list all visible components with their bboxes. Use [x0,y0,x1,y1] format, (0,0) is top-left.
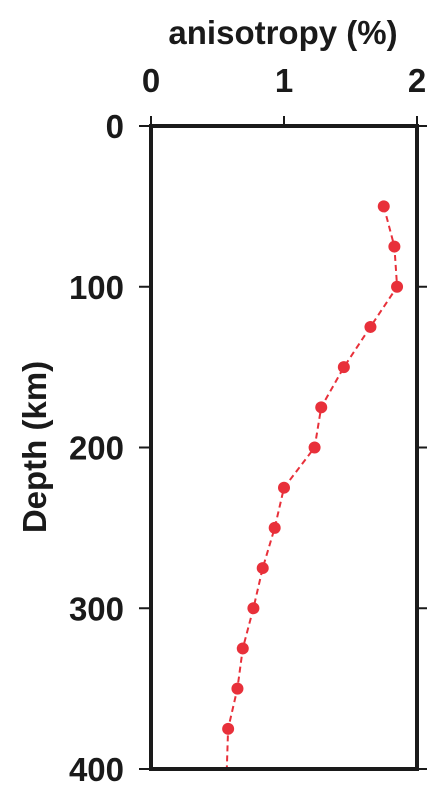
data-point-10 [247,602,260,615]
y-tick-labels: 0 100 200 300 400 [69,108,124,787]
plot-frame [149,124,419,771]
data-point-9 [256,562,269,575]
data-point-5 [315,401,328,414]
data-point-2 [391,280,404,293]
x-tick-labels: 0 1 2 [142,62,426,99]
data-point-12 [231,682,244,695]
tick-marks [139,116,427,770]
x-tick-label-0: 0 [142,62,160,99]
x-tick-label-2: 2 [408,62,426,99]
y-tick-label-3: 300 [69,590,124,627]
data-point-4 [337,361,350,374]
y-tick-label-2: 200 [69,430,124,467]
data-point-11 [236,642,249,655]
y-tick-label-0: 0 [106,108,124,145]
data-point-0 [377,200,390,213]
data-point-3 [364,320,377,333]
data-point-1 [388,240,401,253]
data-series [222,200,404,770]
y-axis-title: Depth (km) [16,361,53,533]
data-point-6 [308,441,321,454]
data-point-7 [278,481,290,494]
series-line-0 [225,206,399,770]
x-axis-title: anisotropy (%) [168,14,397,51]
data-point-8 [268,521,281,534]
y-tick-label-4: 400 [69,751,124,787]
x-tick-label-1: 1 [275,62,293,99]
data-point-13 [222,722,235,735]
y-tick-label-1: 100 [69,269,124,306]
